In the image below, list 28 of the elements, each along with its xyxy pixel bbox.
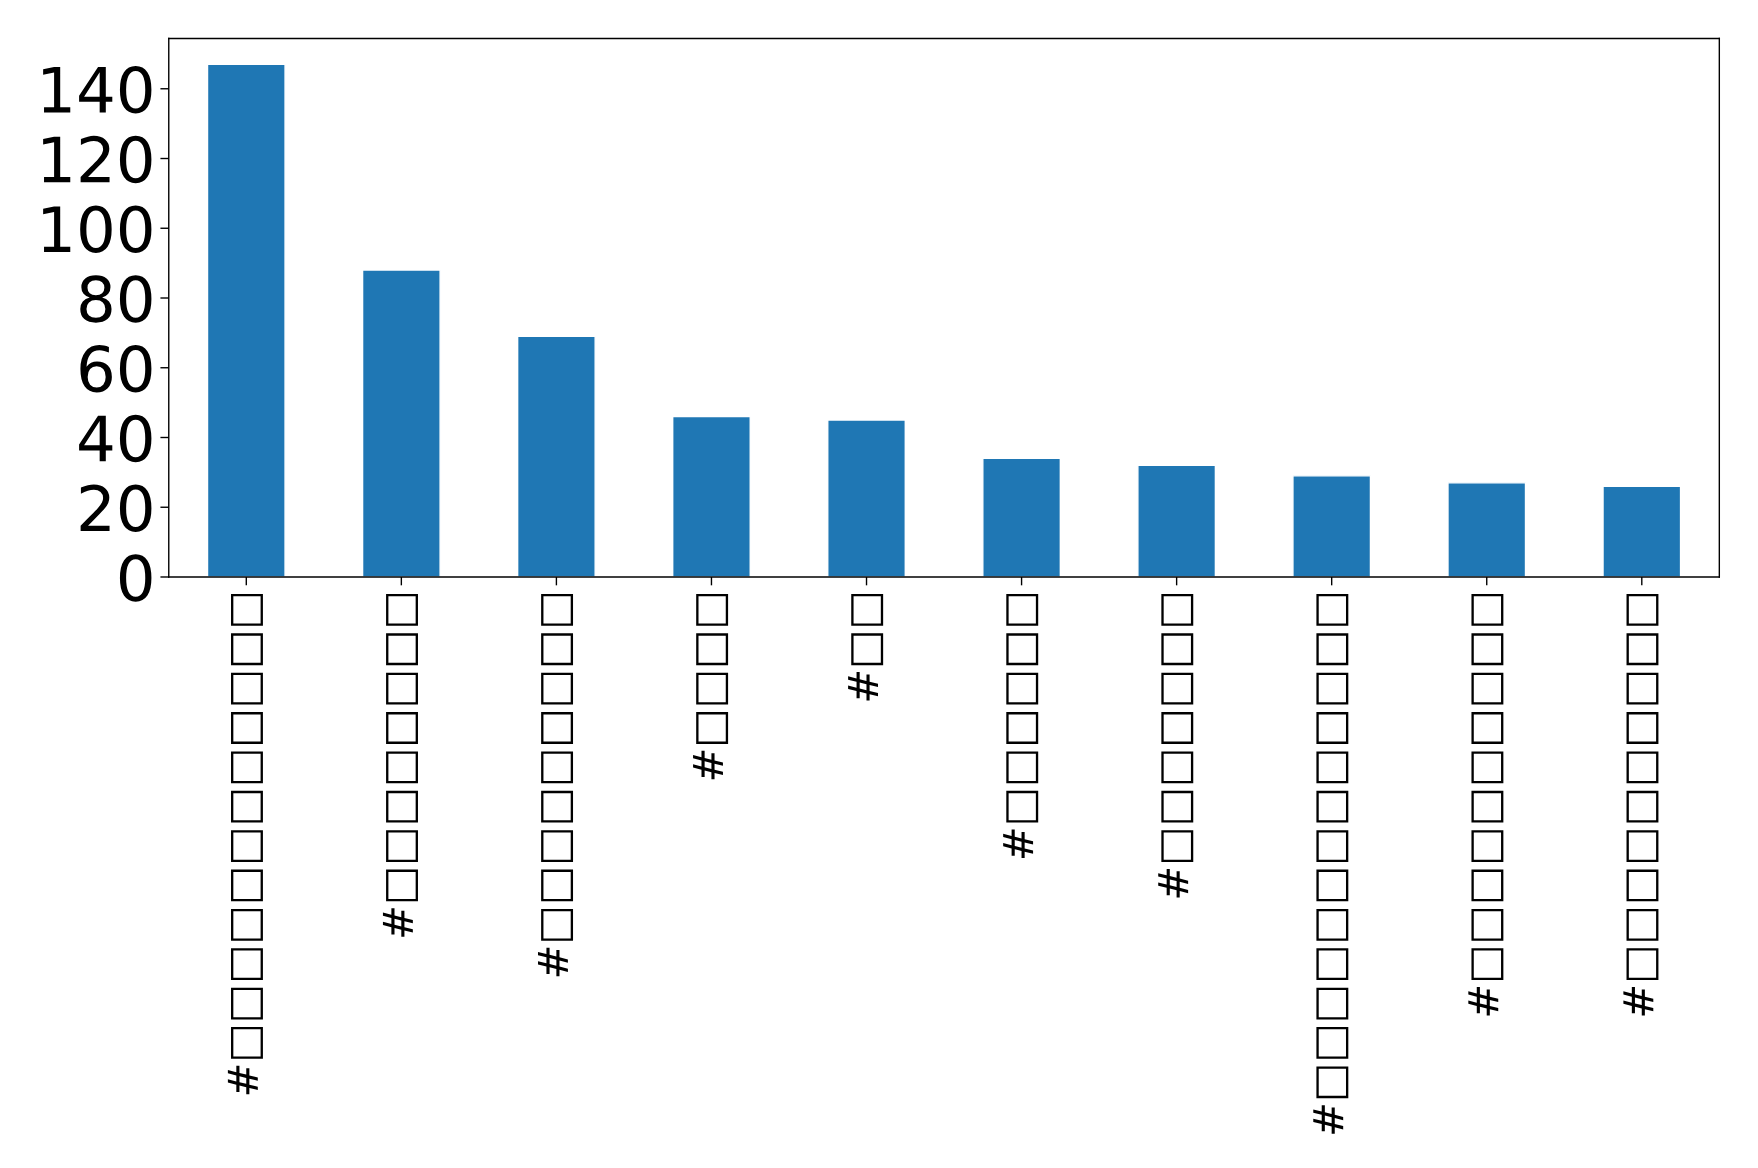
bar (1602, 485, 1682, 577)
bar (1447, 482, 1527, 577)
bar (827, 419, 906, 577)
x-tick-label: #□□□□□□□□ (382, 593, 418, 937)
bar (982, 457, 1062, 577)
y-tick-label: 100 (43, 205, 152, 253)
y-tick-label: 140 (43, 66, 152, 114)
y-tick-label: 0 (119, 554, 152, 602)
y-tick-label: 120 (43, 135, 152, 184)
x-tick-label: #□□□□□□□□□□□□□ (1313, 593, 1349, 1134)
bar (361, 269, 441, 577)
bar (1292, 475, 1372, 577)
bar (516, 335, 596, 577)
y-tick-label: 60 (80, 345, 152, 393)
x-tick-label: #□□□□□□□□□ (538, 593, 574, 977)
x-tick-label: #□□□□□□ (1003, 593, 1039, 859)
x-tick-label: #□□□□□□□□□□ (1468, 593, 1504, 1016)
bar (1137, 464, 1217, 577)
x-tick-label: #□□□□□□□□□□ (1623, 593, 1659, 1016)
x-tick-label: #□□ (848, 593, 884, 701)
x-tick-label: #□□□□ (693, 593, 729, 780)
y-tick-label: 80 (80, 275, 152, 323)
x-tick-label: #□□□□□□□□□□□□ (227, 593, 263, 1095)
bar (206, 63, 286, 577)
bar (672, 415, 751, 577)
y-tick-label: 20 (80, 484, 152, 532)
x-tick-label: #□□□□□□□ (1158, 593, 1194, 898)
y-tick-label: 40 (79, 414, 152, 463)
